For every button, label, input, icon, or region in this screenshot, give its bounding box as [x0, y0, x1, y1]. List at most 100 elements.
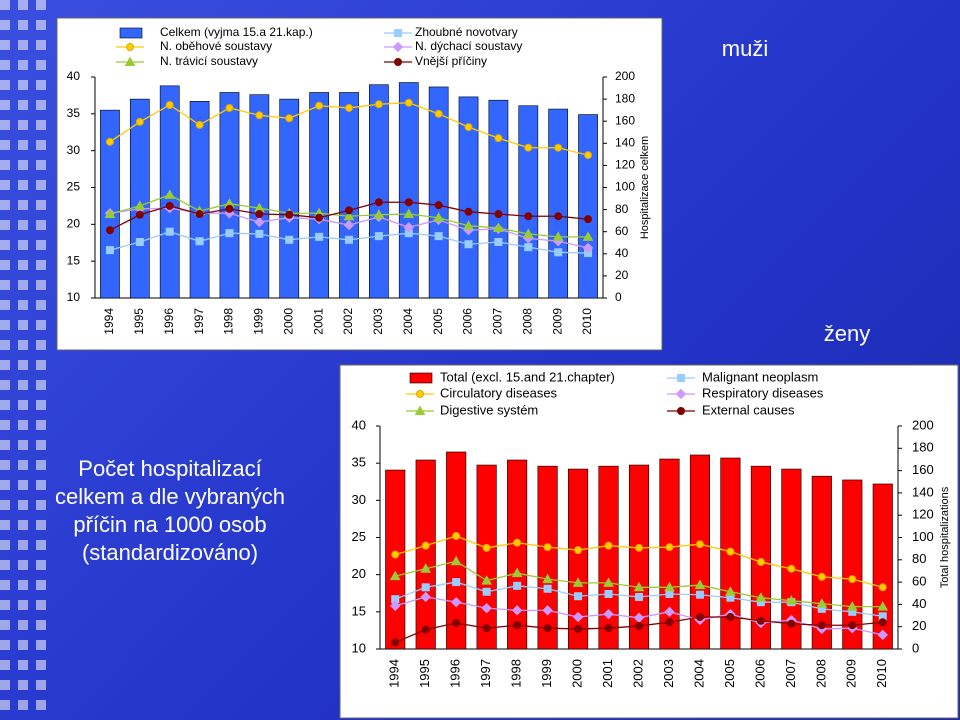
y-tick-label: 20	[67, 217, 81, 231]
x-tick-label: 2001	[311, 308, 325, 335]
line-marker	[165, 201, 174, 210]
legend-label: Zhoubné novotvary	[415, 25, 518, 39]
line-marker	[225, 204, 234, 213]
line-marker	[848, 621, 857, 630]
line-marker	[255, 210, 264, 219]
y-tick-label: 35	[67, 106, 81, 120]
line-marker	[494, 210, 503, 219]
line-marker	[390, 600, 401, 612]
y-tick-label: 10	[67, 290, 81, 304]
line-marker	[373, 209, 385, 219]
line-marker	[481, 575, 493, 585]
line-marker	[391, 638, 400, 647]
x-tick-label: 1997	[478, 659, 493, 688]
line-marker	[665, 589, 674, 598]
y2-tick-label: 160	[615, 113, 635, 127]
line-marker	[665, 618, 674, 627]
line-marker	[225, 229, 234, 238]
line-marker	[524, 243, 533, 252]
legend-swatch	[409, 372, 433, 384]
legend-marker	[416, 390, 424, 398]
x-tick-label: 1995	[417, 659, 432, 688]
line-marker	[543, 543, 552, 552]
label-men: muži	[722, 36, 768, 61]
x-tick-label: 2006	[752, 659, 767, 688]
bar	[537, 465, 558, 650]
bar	[659, 458, 680, 650]
bar	[811, 475, 832, 650]
legend-label: N. trávicí soustavy	[160, 54, 258, 68]
y2-tick-label: 0	[615, 290, 622, 304]
line-marker	[421, 625, 430, 634]
y2-tick-label: 60	[615, 224, 629, 238]
y2-tick-label: 40	[912, 596, 926, 611]
line-marker	[664, 606, 675, 618]
line-marker	[787, 564, 796, 573]
line-marker	[452, 618, 461, 627]
x-tick-label: 2009	[550, 308, 564, 335]
line-marker	[493, 222, 504, 233]
legend-label: N. oběhové soustavy	[160, 39, 272, 53]
line-marker	[877, 601, 889, 611]
line-marker	[391, 550, 400, 559]
bar	[507, 459, 528, 650]
line-marker	[522, 228, 534, 238]
line-marker	[511, 567, 523, 578]
x-tick-label: 2006	[461, 308, 475, 335]
y2-tick-label: 80	[615, 202, 629, 216]
y2-axis-label: Hospitalizace celkem	[639, 136, 651, 239]
y2-tick-label: 180	[615, 91, 635, 105]
line-marker	[420, 591, 431, 603]
legend-marker	[126, 43, 134, 51]
line-marker	[603, 577, 614, 587]
line-marker	[574, 592, 583, 601]
line-marker	[421, 583, 430, 592]
y2-tick-label: 200	[615, 69, 635, 83]
bar	[476, 464, 497, 650]
bar	[100, 109, 120, 299]
legend-label: Total (excl. 15.and 21.chapter)	[440, 369, 615, 384]
line-marker	[195, 120, 204, 129]
x-tick-label: 2007	[491, 308, 505, 335]
line-marker	[315, 101, 324, 110]
legend-label: N. dýchací soustavy	[415, 39, 522, 53]
line-marker	[664, 581, 675, 592]
line-marker	[105, 226, 114, 235]
legend-label: Digestive systém	[440, 402, 538, 417]
line-marker	[374, 198, 383, 207]
line-marker	[513, 538, 522, 547]
line-marker	[726, 547, 735, 556]
line-marker	[165, 227, 174, 236]
line-marker	[345, 206, 353, 215]
line-marker	[165, 100, 174, 109]
legend-label: Malignant neoplasm	[702, 369, 818, 384]
line-marker	[135, 210, 144, 219]
bar	[415, 459, 436, 650]
x-tick-label: 1996	[162, 308, 176, 335]
y2-tick-label: 60	[912, 574, 926, 589]
bar	[689, 454, 710, 650]
bar	[428, 86, 449, 299]
line-marker	[604, 589, 613, 598]
line-marker	[463, 220, 474, 230]
line-marker	[574, 624, 583, 633]
y2-tick-label: 80	[912, 551, 926, 566]
line-marker	[403, 208, 415, 219]
line-marker	[374, 100, 383, 109]
line-marker	[542, 573, 553, 584]
line-marker	[695, 613, 704, 622]
line-marker	[285, 210, 294, 219]
line-marker	[285, 235, 294, 244]
bar	[568, 468, 589, 650]
line-marker	[404, 198, 413, 207]
x-tick-label: 1999	[539, 659, 554, 688]
line-marker	[582, 231, 594, 241]
legend-marker	[394, 29, 402, 37]
line-marker	[434, 232, 443, 241]
bar	[129, 98, 150, 299]
line-marker	[420, 563, 432, 573]
line-marker	[846, 601, 858, 611]
x-tick-label: 1995	[132, 308, 146, 335]
